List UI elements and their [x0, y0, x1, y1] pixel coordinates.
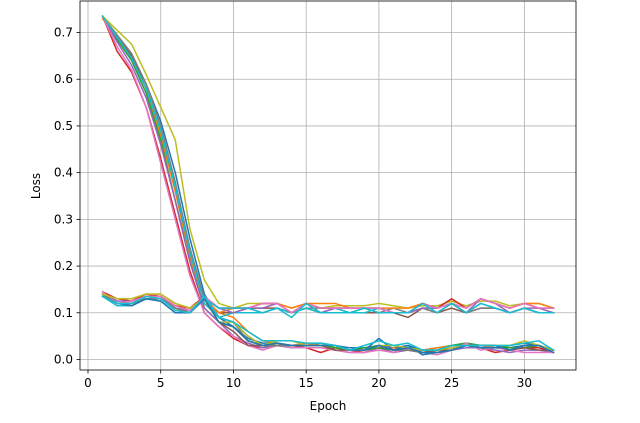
series-line-10 — [101, 15, 555, 319]
series-line-17 — [101, 290, 555, 314]
x-tick-label: 15 — [299, 376, 314, 390]
x-axis-title: Epoch — [310, 399, 347, 413]
x-tick-label: 10 — [226, 376, 241, 390]
x-tick-label: 25 — [444, 376, 459, 390]
y-tick-label: 0.0 — [54, 352, 73, 366]
y-tick-label: 0.3 — [54, 212, 73, 226]
series-lines — [101, 15, 555, 356]
y-tick-label: 0.5 — [54, 119, 73, 133]
y-tick-label: 0.1 — [54, 306, 73, 320]
y-tick-label: 0.6 — [54, 72, 73, 86]
y-axis-ticks: 0.0 0.1 0.2 0.3 0.4 0.5 0.6 0.7 — [54, 26, 80, 366]
x-tick-label: 30 — [517, 376, 532, 390]
x-tick-label: 20 — [371, 376, 386, 390]
x-axis-ticks: 0 5 10 15 20 25 30 — [84, 370, 532, 390]
y-axis-title: Loss — [29, 173, 43, 199]
grid — [80, 1, 576, 370]
x-tick-label: 0 — [84, 376, 92, 390]
series-line-22 — [101, 295, 555, 352]
plot-frame — [79, 0, 577, 371]
y-tick-label: 0.4 — [54, 166, 73, 180]
x-tick-label: 5 — [157, 376, 165, 390]
series-line-7 — [101, 15, 555, 356]
y-tick-label: 0.7 — [54, 26, 73, 40]
y-tick-label: 0.2 — [54, 259, 73, 273]
